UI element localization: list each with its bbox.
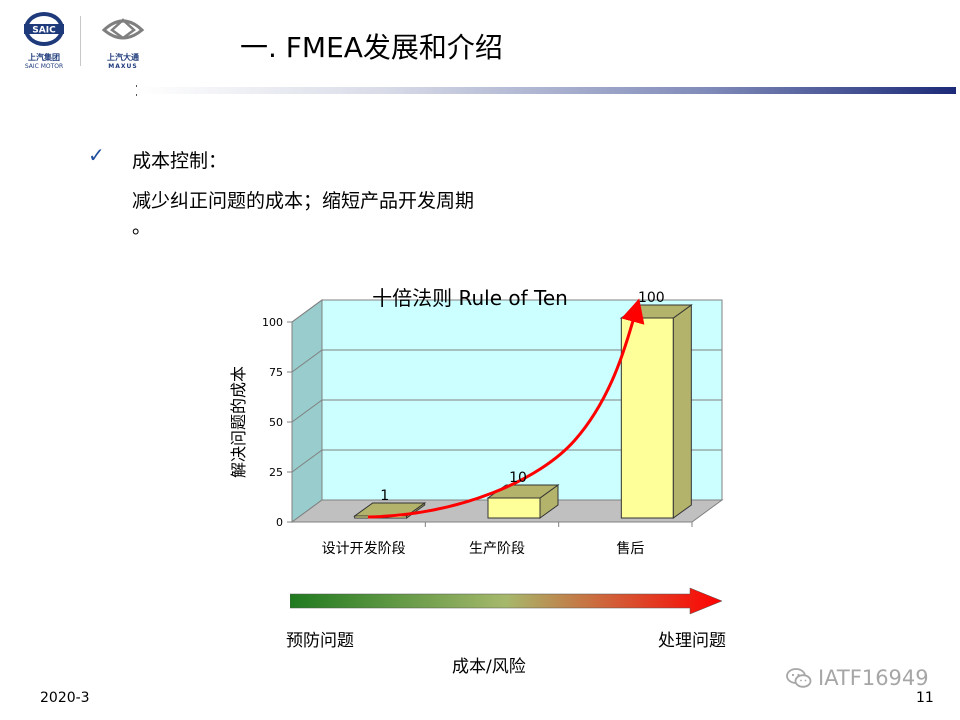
wechat-icon: [786, 668, 812, 688]
gridline-side: [291, 349, 323, 373]
gridline-side: [291, 299, 323, 323]
bar-2: [619, 304, 693, 519]
maxus-logo: 上汽大通 MAXUS: [92, 10, 154, 72]
x-tick-label: 设计开发阶段: [322, 541, 406, 557]
risk-caption: 成本/风险: [452, 657, 526, 677]
y-tick-label: 50: [269, 416, 283, 429]
bar-1: [486, 484, 560, 519]
data-label: 10: [509, 470, 527, 486]
body-line-2: 。: [132, 216, 152, 238]
bar-side: [672, 304, 692, 519]
maxus-emblem-icon: [101, 18, 145, 40]
watermark-text: IATF16949: [818, 666, 929, 690]
risk-gradient-arrow: [290, 587, 723, 615]
page-title: 一. FMEA发展和介绍: [240, 31, 503, 64]
saic-logo-text: 上汽集团: [28, 53, 60, 62]
y-tick-label: 0: [276, 516, 283, 529]
watermark: IATF16949: [786, 666, 929, 690]
data-label: 100: [638, 290, 665, 306]
chart-data-labels: 1 10 100: [380, 290, 664, 504]
y-tick-label: 75: [269, 366, 283, 379]
maxus-logo-sub: MAXUS: [108, 63, 138, 70]
chart-y-axis: 0 25 50 75 100: [262, 316, 292, 529]
bar-front: [620, 317, 674, 519]
gridline-side: [291, 449, 323, 473]
chart-y-label: 解决问题的成本: [229, 366, 248, 478]
bullet-title: 成本控制：: [132, 150, 228, 172]
chart-x-axis: 设计开发阶段 生产阶段 售后: [322, 522, 693, 557]
bar-front: [487, 497, 541, 519]
title-underline-bar: [136, 87, 956, 94]
risk-right-label: 处理问题: [658, 631, 726, 651]
checkmark-icon: ✓: [88, 143, 105, 167]
maxus-logo-text: 上汽大通: [107, 53, 139, 62]
footer-date: 2020-3: [40, 690, 90, 706]
risk-left-label: 预防问题: [286, 631, 354, 651]
saic-logo-sub: SAIC MOTOR: [24, 63, 64, 70]
page-number: 11: [916, 690, 934, 706]
chart-title: 十倍法则 Rule of Ten: [372, 286, 568, 310]
data-label: 1: [380, 488, 389, 504]
chart-bars: [353, 304, 693, 519]
logo-divider: [80, 16, 81, 66]
body-line-1: 减少纠正问题的成本；缩短产品开发周期: [132, 190, 475, 212]
saic-logo: SAIC 上汽集团 SAIC MOTOR: [14, 10, 74, 72]
gridline-side: [291, 399, 323, 423]
y-tick-label: 25: [269, 466, 283, 479]
trend-arrow: [367, 298, 645, 519]
saic-emblem-icon: SAIC: [24, 12, 64, 46]
x-tick-label: 售后: [616, 541, 644, 557]
saic-emblem-text: SAIC: [32, 26, 56, 36]
x-tick-label: 生产阶段: [469, 541, 525, 557]
y-tick-label: 100: [262, 316, 283, 329]
